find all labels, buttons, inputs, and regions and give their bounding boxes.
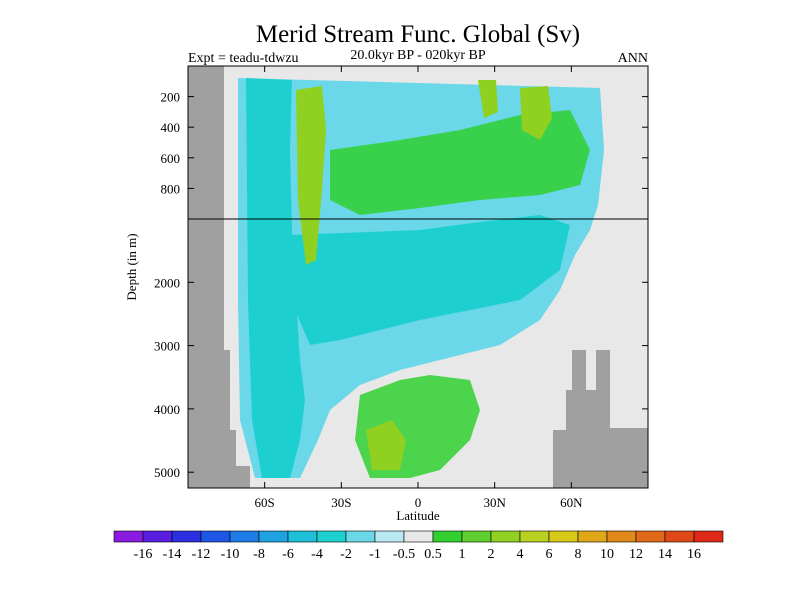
colorbar-swatch [606,530,637,543]
colorbar-label: 0.5 [424,547,442,562]
colorbar-label: -12 [192,547,211,562]
colorbar-swatch [548,530,579,543]
colorbar-swatch [635,530,666,543]
stream-function-field [238,78,604,478]
y-tick-label: 800 [161,181,181,196]
colorbar-swatch [693,530,724,543]
subtitle-left: Expt = teadu-tdwzu [188,51,299,66]
x-axis-ticks: 60S 30S 0 30N 60N [255,66,583,510]
colorbar-swatch [171,530,202,543]
colorbar-label: 16 [687,547,701,562]
y-tick-label: 2000 [154,275,180,290]
colorbar-swatch [142,530,173,543]
x-axis-label: Latitude [396,508,440,523]
colorbar-swatch [316,530,347,543]
colorbar-swatch [258,530,289,543]
colorbar-label: 1 [459,547,466,562]
x-tick-label: 60S [255,495,275,510]
colorbar-label: -0.5 [393,547,415,562]
y-axis-label: Depth (in m) [124,233,139,300]
colorbar-label: 10 [600,547,614,562]
x-tick-label: 30S [331,495,351,510]
bathymetry-mask [188,66,648,488]
colorbar-label: -16 [134,547,153,562]
x-tick-label: 30N [483,495,506,510]
y-tick-label: 200 [161,90,181,105]
colorbar-label: 4 [517,547,524,562]
y-tick-label: 3000 [154,339,180,354]
y-tick-label: 600 [161,151,181,166]
antarctic-land [188,66,250,488]
subtitle-right: ANN [618,51,648,66]
y-axis-ticks: 200 400 600 800 2000 3000 4000 5000 [154,90,648,480]
colorbar-label: -4 [311,547,323,562]
colorbar-swatch [374,530,405,543]
colorbar-swatch [229,530,260,543]
colorbar-label: -2 [340,547,352,562]
colorbar-label: 6 [546,547,553,562]
field-region-south-negative [246,78,305,478]
y-tick-label: 400 [161,120,181,135]
y-tick-label: 4000 [154,402,180,417]
field-patch-deep-equatorial [366,420,406,470]
colorbar-label: 2 [488,547,495,562]
colorbar-label: 8 [575,547,582,562]
colorbar-swatch [432,530,463,543]
colorbar-swatch [403,530,434,543]
colorbar-label: -6 [282,547,294,562]
colorbar-label: 14 [658,547,672,562]
colorbar-label: -1 [369,547,381,562]
colorbar: -16 -14 -12 -10 -8 -6 -4 -2 -1 -0.5 0.5 1 2 4 6 8 10 12 14… [113,530,724,562]
field-patch-southern-upper [296,86,326,265]
colorbar-label: 12 [629,547,643,562]
colorbar-swatch [345,530,376,543]
colorbar-label: -10 [221,547,240,562]
x-tick-label: 60N [560,495,583,510]
field-patch-northern-upper [520,86,552,140]
colorbar-swatch [577,530,608,543]
colorbar-swatch [490,530,521,543]
chart-title: Merid Stream Func. Global (Sv) [256,21,580,48]
x-tick-label: 0 [415,495,422,510]
colorbar-label: -8 [253,547,265,562]
colorbar-swatch [287,530,318,543]
field-region-deep-negative [290,215,570,345]
plot-area: 60S 30S 0 30N 60N 200 400 600 800 2000 3000 4000 50… [154,65,649,510]
field-region-upper-positive [330,110,590,215]
colorbar-label: -14 [163,547,182,562]
colorbar-swatch [664,530,695,543]
y-tick-label: 5000 [154,465,180,480]
colorbar-swatch [113,530,144,543]
subtitle-center: 20.0kyr BP - 020kyr BP [350,48,485,63]
colorbar-swatch [519,530,550,543]
colorbar-swatch [200,530,231,543]
arctic-ridge-land [553,350,648,488]
field-patch-northern-upper-2 [478,80,498,118]
colorbar-swatch [461,530,492,543]
